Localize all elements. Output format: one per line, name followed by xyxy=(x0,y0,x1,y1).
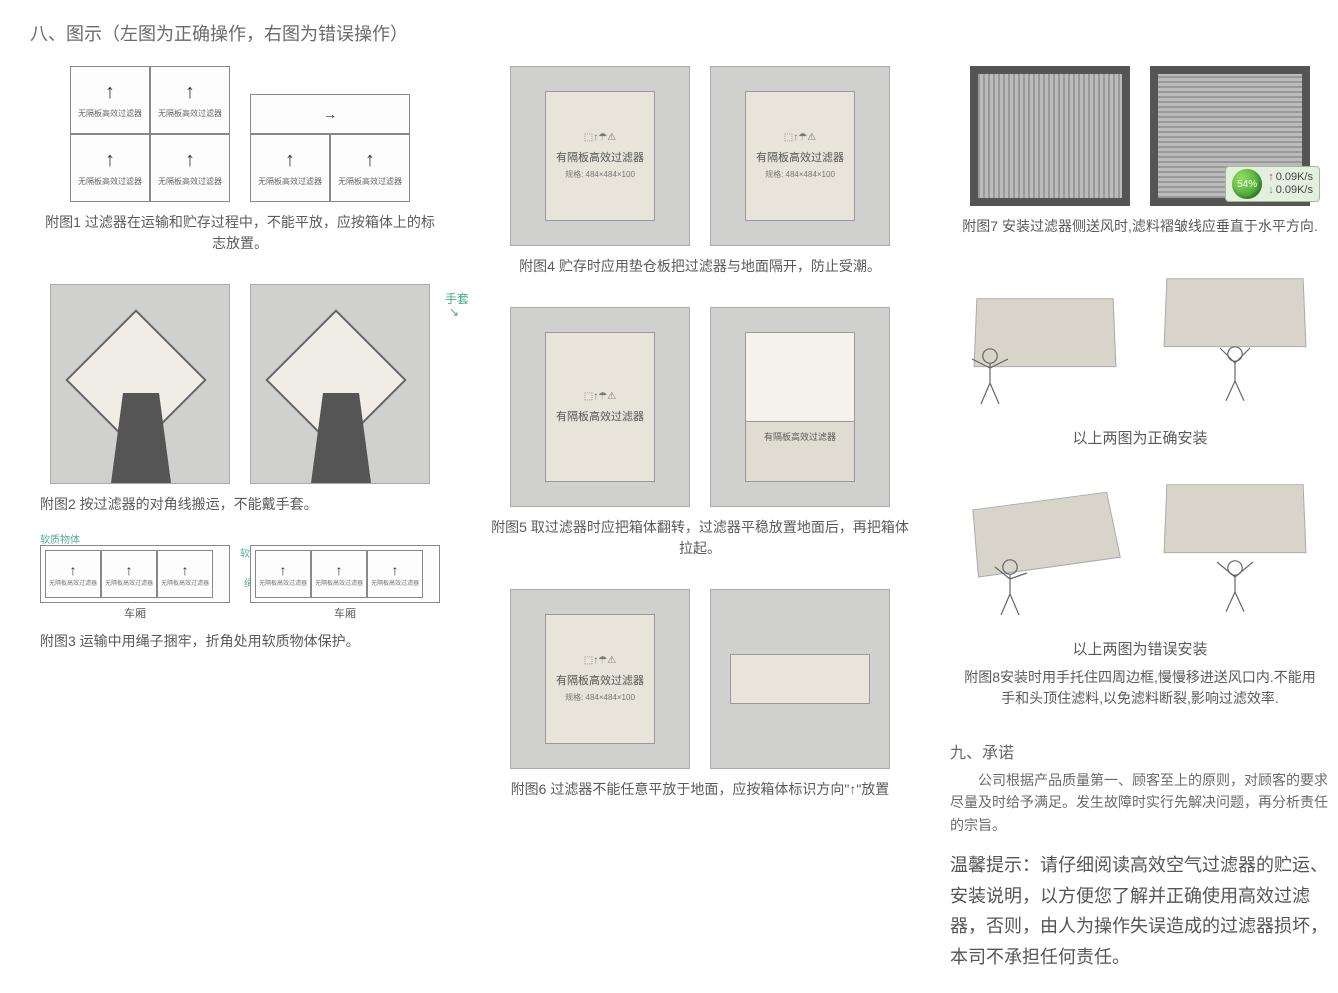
install-wrong-2 xyxy=(1150,478,1320,628)
download-speed: 0.09K/s xyxy=(1268,184,1313,197)
fig4-caption: 附图4 贮存时应用垫仓板把过滤器与地面隔开，防止受潮。 xyxy=(480,256,920,277)
fig2-correct-photo xyxy=(50,284,230,484)
section-8-title: 八、图示（左图为正确操作，右图为错误操作） xyxy=(30,20,1308,46)
network-speed-widget[interactable]: 54% 0.09K/s 0.09K/s xyxy=(1225,166,1320,202)
figure-7: 附图7 安装过滤器侧送风时,滤料褶皱线应垂直于水平方向. xyxy=(950,66,1330,237)
glove-arrow-icon: ↘ xyxy=(449,305,459,319)
fig1-caption: 附图1 过滤器在运输和贮存过程中，不能平放，应按箱体上的标志放置。 xyxy=(30,212,450,254)
box-label: 无隔板高效过滤器 xyxy=(338,176,402,187)
fig5-wrong-photo: 有隔板高效过滤器 xyxy=(710,307,890,507)
fig1-wrong-stack: → ↑ 无隔板高效过滤器 ↑ 无隔板高效过滤器 xyxy=(250,94,410,202)
fig2-wrong-photo: 手套 ↘ xyxy=(250,284,430,484)
figure-8-wrong: 以上两图为错误安装 附图8安装时用手托住四周边框,慢慢移进送风口内.不能用手和头… xyxy=(950,478,1330,709)
photo-box-spec: 规格: 484×484×100 xyxy=(565,169,635,180)
truck-label: 车厢 xyxy=(250,605,440,621)
fig7-caption: 附图7 安装过滤器侧送风时,滤料褶皱线应垂直于水平方向. xyxy=(950,216,1330,237)
figure-4: ⬚↑☂⚠ 有隔板高效过滤器 规格: 484×484×100 ⬚↑☂⚠ 有隔板高效… xyxy=(480,66,920,277)
fig6-correct-photo: ⬚↑☂⚠ 有隔板高效过滤器 规格: 484×484×100 xyxy=(510,589,690,769)
figure-6: ⬚↑☂⚠ 有隔板高效过滤器 规格: 484×484×100 附图6 过滤器不能任… xyxy=(480,589,920,800)
figure-8-correct: 以上两图为正确安装 xyxy=(950,267,1330,448)
box-label: 无隔板高效过滤器 xyxy=(258,176,322,187)
fig3-correct-truck: 软质物体 ↑无隔板高效过滤器 ↑无隔板高效过滤器 ↑无隔板高效过滤器 车厢 软质… xyxy=(40,545,230,621)
install-correct-1 xyxy=(960,267,1130,417)
install-correct-2 xyxy=(1150,267,1320,417)
filter-vertical-pleats xyxy=(970,66,1130,206)
right-arrow-icon: → xyxy=(323,106,337,122)
warm-tip: 温馨提示：请仔细阅读高效空气过滤器的贮运、安装说明，以方便您了解并正确使用高效过… xyxy=(950,850,1330,972)
column-2: ⬚↑☂⚠ 有隔板高效过滤器 规格: 484×484×100 ⬚↑☂⚠ 有隔板高效… xyxy=(480,66,920,973)
photo-box-label: 有隔板高效过滤器 xyxy=(556,149,644,165)
fig2-caption: 附图2 按过滤器的对角线搬运，不能戴手套。 xyxy=(30,494,450,515)
figure-1: ↑ 无隔板高效过滤器 ↑ 无隔板高效过滤器 ↑ 无隔板高效过滤器 ↑ 无隔板高效过滤器 … xyxy=(30,66,450,254)
up-arrow-icon: ↑ xyxy=(185,81,195,104)
fig6-wrong-photo xyxy=(710,589,890,769)
fig3-caption: 附图3 运输中用绳子捆牢，折角处用软质物体保护。 xyxy=(30,631,450,652)
fig6-caption: 附图6 过滤器不能任意平放于地面，应按箱体标识方向"↑"放置 xyxy=(480,779,920,800)
truck-label: 车厢 xyxy=(40,605,230,621)
box-symbols-icon: ⬚↑☂⚠ xyxy=(784,132,816,143)
box-label: 无隔板高效过滤器 xyxy=(158,108,222,119)
install-wrong-1 xyxy=(960,478,1130,628)
fig3-wrong-truck: ↑无隔板高效过滤器 ↑无隔板高效过滤器 ↑无隔板高效过滤器 车厢 xyxy=(250,545,440,621)
box-symbols-icon: ⬚↑☂⚠ xyxy=(584,132,616,143)
fig4-wrong-photo: ⬚↑☂⚠ 有隔板高效过滤器 规格: 484×484×100 xyxy=(710,66,890,246)
figure-5: ⬚↑☂⚠ 有隔板高效过滤器 有隔板高效过滤器 附图5 取过滤器时应把箱体翻转，过… xyxy=(480,307,920,559)
column-3: 附图7 安装过滤器侧送风时,滤料褶皱线应垂直于水平方向. 54% 0.09K/s… xyxy=(950,66,1330,973)
up-arrow-icon: ↑ xyxy=(105,149,115,172)
up-arrow-icon: ↑ xyxy=(105,81,115,104)
fig4-correct-photo: ⬚↑☂⚠ 有隔板高效过滤器 规格: 484×484×100 xyxy=(510,66,690,246)
figure-3: 软质物体 ↑无隔板高效过滤器 ↑无隔板高效过滤器 ↑无隔板高效过滤器 车厢 软质… xyxy=(30,545,450,652)
figure-2: 手套 ↘ 附图2 按过滤器的对角线搬运，不能戴手套。 xyxy=(30,284,450,515)
column-1: ↑无隔板高效过滤器 ↑无隔板高效过滤器 ↑无隔板高效过滤器 ↑无隔板高效过滤器 … xyxy=(30,66,450,973)
up-arrow-icon: ↑ xyxy=(365,149,375,172)
up-arrow-icon: ↑ xyxy=(185,149,195,172)
fig5-caption: 附图5 取过滤器时应把箱体翻转，过滤器平稳放置地面后，再把箱体拉起。 xyxy=(480,517,920,559)
photo-box-label: 有隔板高效过滤器 xyxy=(756,149,844,165)
fig5-correct-photo: ⬚↑☂⚠ 有隔板高效过滤器 xyxy=(510,307,690,507)
box-label: 无隔板高效过滤器 xyxy=(78,176,142,187)
upload-speed: 0.09K/s xyxy=(1268,171,1313,184)
section-9-title: 九、承诺 xyxy=(950,739,1330,763)
section-9-body: 公司根据产品质量第一、顾客至上的原则，对顾客的要求尽量及时给予满足。发生故障时实… xyxy=(950,769,1330,836)
up-arrow-icon: ↑ xyxy=(285,149,295,172)
soft-material-label: 软质物体 xyxy=(40,531,80,546)
network-percent-ball: 54% xyxy=(1232,169,1262,199)
box-label: 无隔板高效过滤器 xyxy=(78,108,142,119)
box-label: 无隔板高效过滤器 xyxy=(158,176,222,187)
fig8-caption: 附图8安装时用手托住四周边框,慢慢移进送风口内.不能用手和头顶住滤料,以免滤料断… xyxy=(950,667,1330,709)
fig1-correct-stack: ↑ 无隔板高效过滤器 ↑ 无隔板高效过滤器 ↑ 无隔板高效过滤器 ↑ 无隔板高效过滤器 xyxy=(70,66,230,202)
wrong-install-label: 以上两图为错误安装 xyxy=(950,638,1330,659)
correct-install-label: 以上两图为正确安装 xyxy=(950,427,1330,448)
photo-box-spec: 规格: 484×484×100 xyxy=(765,169,835,180)
section-9: 九、承诺 公司根据产品质量第一、顾客至上的原则，对顾客的要求尽量及时给予满足。发… xyxy=(950,739,1330,836)
main-container: ↑无隔板高效过滤器 ↑无隔板高效过滤器 ↑无隔板高效过滤器 ↑无隔板高效过滤器 … xyxy=(30,66,1308,973)
